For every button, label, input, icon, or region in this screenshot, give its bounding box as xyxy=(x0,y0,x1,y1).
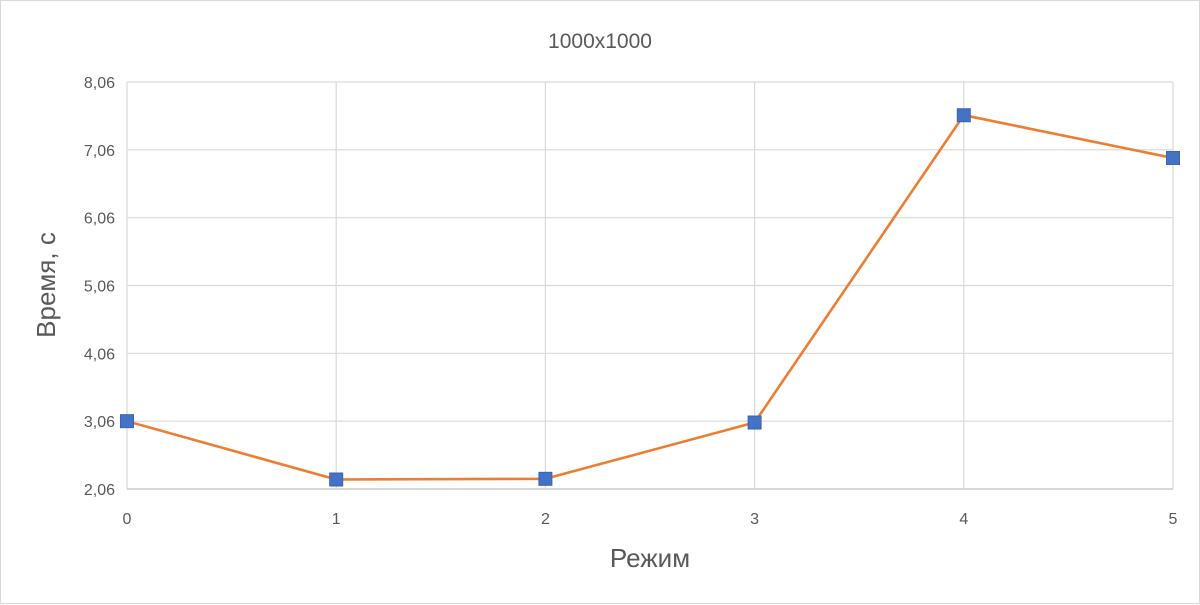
series-markers xyxy=(120,108,1180,487)
x-tick-label: 2 xyxy=(541,511,550,528)
x-axis-title: Режим xyxy=(610,543,690,573)
data-point-marker xyxy=(956,108,971,123)
y-tick-label: 3,06 xyxy=(84,414,115,431)
x-tick-label: 1 xyxy=(332,511,341,528)
y-tick-label: 5,06 xyxy=(84,279,115,296)
y-axis-title: Время, с xyxy=(31,232,61,338)
data-point-marker xyxy=(747,415,762,430)
y-tick-label: 2,06 xyxy=(84,482,115,499)
series-line xyxy=(126,113,1174,481)
y-tick-label: 7,06 xyxy=(84,143,115,160)
x-tick-label: 5 xyxy=(1169,511,1178,528)
y-tick-label: 8,06 xyxy=(84,75,115,92)
gridlines xyxy=(126,81,1174,490)
y-tick-label: 6,06 xyxy=(84,211,115,228)
data-point-marker xyxy=(538,471,553,486)
y-axis-ticks: 2,06 3,06 4,06 5,06 6,06 7,06 8,06 xyxy=(84,75,115,499)
x-tick-label: 4 xyxy=(959,511,968,528)
data-point-marker xyxy=(120,414,134,429)
series-line-layer xyxy=(126,113,1174,481)
x-tick-label: 0 xyxy=(123,511,132,528)
y-tick-label: 4,06 xyxy=(84,346,115,363)
data-point-marker xyxy=(1166,150,1180,165)
x-axis-ticks: 0 1 2 3 4 5 xyxy=(123,511,1178,528)
chart-title: 1000x1000 xyxy=(548,30,652,53)
x-tick-label: 3 xyxy=(750,511,759,528)
data-point-marker xyxy=(329,472,344,487)
